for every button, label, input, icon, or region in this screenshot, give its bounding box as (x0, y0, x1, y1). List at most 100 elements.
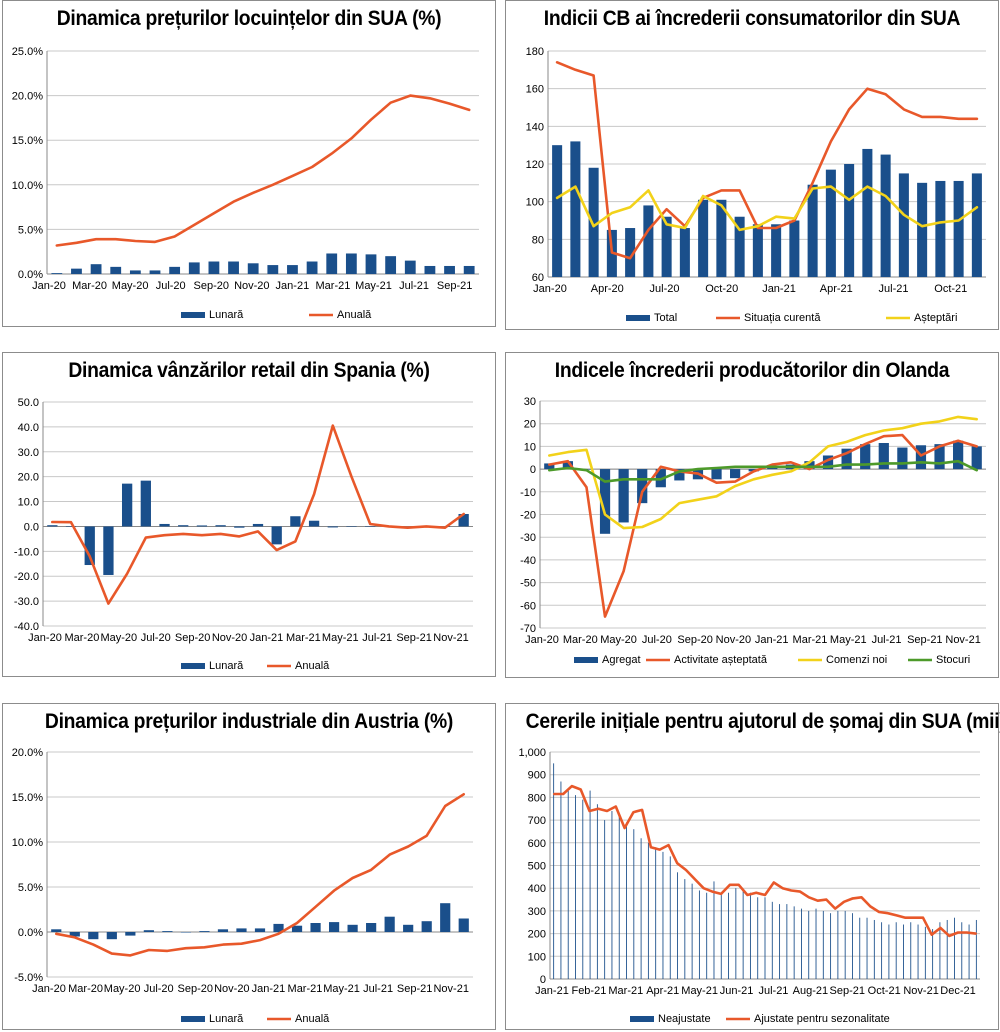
legend: Lunară Anuală (181, 1013, 330, 1025)
x-tick-label: Jan-20 (28, 632, 62, 644)
bar (267, 265, 278, 274)
bar (159, 524, 169, 526)
bar (972, 173, 982, 277)
bar (953, 441, 963, 469)
y-tick-label: -20 (520, 510, 536, 522)
bar (932, 929, 933, 979)
bar (881, 155, 891, 277)
x-tick-label: May-20 (112, 280, 149, 292)
x-tick-label: Jun-21 (720, 985, 754, 997)
y-tick-label: 0.0% (18, 927, 43, 939)
bar (663, 852, 664, 979)
bar (236, 928, 246, 932)
bar (947, 920, 948, 979)
x-tick-label: Jan-20 (525, 634, 559, 646)
bar (403, 925, 413, 932)
bar (972, 446, 982, 469)
gridlines (47, 752, 473, 977)
x-tick-label: Aug-21 (793, 985, 828, 997)
bar (346, 526, 356, 527)
bar (287, 265, 298, 274)
y-tick-label: -50 (520, 578, 536, 590)
y-tick-label: 120 (526, 159, 544, 171)
bar (144, 930, 154, 932)
bar (366, 923, 376, 932)
bar (385, 917, 395, 932)
series-line (549, 417, 976, 528)
bar (272, 526, 282, 544)
x-tick-label: Dec-21 (940, 985, 975, 997)
bar (789, 221, 799, 278)
x-tick-label: Sep-21 (396, 632, 431, 644)
bar (189, 262, 200, 274)
x-tick-label: Oct-21 (868, 985, 901, 997)
bar (141, 481, 151, 527)
x-tick-label: Mar-20 (64, 632, 99, 644)
y-tick-label: 400 (528, 883, 546, 895)
bar (910, 922, 911, 979)
y-tick-label: -40 (520, 555, 536, 567)
y-tick-label: 600 (528, 838, 546, 850)
y-tick-label: 20.0% (12, 91, 43, 103)
bar (753, 224, 763, 277)
bar (899, 173, 909, 277)
bar (801, 909, 802, 979)
bar (935, 181, 945, 277)
x-tick-label: Jan-21 (252, 983, 286, 995)
series-line (557, 62, 977, 258)
bar (459, 919, 469, 933)
x-tick-label: Jul-20 (141, 632, 171, 644)
bar (255, 928, 265, 932)
bar (862, 149, 872, 277)
y-tick-label: -20.0 (14, 571, 39, 583)
bar (568, 791, 569, 979)
bar (918, 925, 919, 979)
y-tick-label: 900 (528, 770, 546, 782)
bar (107, 932, 117, 939)
x-tick-label: Jan-20 (32, 280, 66, 292)
bar (619, 816, 620, 979)
x-tick-label: Sep-20 (677, 634, 712, 646)
bar (879, 443, 889, 469)
legend: Total Situația curentă Așteptări (626, 312, 957, 324)
y-tick-label: 300 (528, 906, 546, 918)
bar (91, 264, 102, 274)
bar (248, 263, 259, 274)
bar-series (51, 903, 469, 939)
bar (51, 929, 61, 932)
bar (590, 791, 591, 979)
bar (961, 922, 962, 979)
y-tick-label: 200 (528, 929, 546, 941)
bar (837, 911, 838, 979)
x-tick-label: Jan-21 (250, 632, 284, 644)
bar (570, 141, 580, 277)
x-tick-label: Nov-21 (433, 983, 468, 995)
bar (88, 932, 98, 939)
x-tick-label: Jan-21 (762, 283, 796, 295)
x-tick-label: May-21 (322, 632, 359, 644)
x-tick-label: Jul-20 (156, 280, 186, 292)
bar (444, 266, 455, 274)
bar (714, 881, 715, 979)
bar (698, 200, 708, 277)
bar (425, 266, 436, 274)
x-tick-label: Sep-20 (178, 983, 213, 995)
bar (976, 920, 977, 979)
x-tick-label: Jan-21 (755, 634, 789, 646)
x-tick-label: Nov-20 (234, 280, 269, 292)
y-tick-label: 10.0 (18, 497, 39, 509)
bar (897, 448, 907, 470)
x-tick-label: Jul-21 (362, 632, 392, 644)
bar (917, 183, 927, 277)
bar (808, 911, 809, 979)
bar-series (544, 441, 982, 534)
bar (575, 795, 576, 979)
bar (867, 918, 868, 979)
bar-series (552, 141, 982, 277)
bar (292, 926, 302, 932)
bar (655, 847, 656, 979)
bar (896, 922, 897, 979)
bar (125, 932, 135, 936)
y-tick-label: 20.0% (12, 747, 43, 759)
series-line (52, 426, 463, 604)
